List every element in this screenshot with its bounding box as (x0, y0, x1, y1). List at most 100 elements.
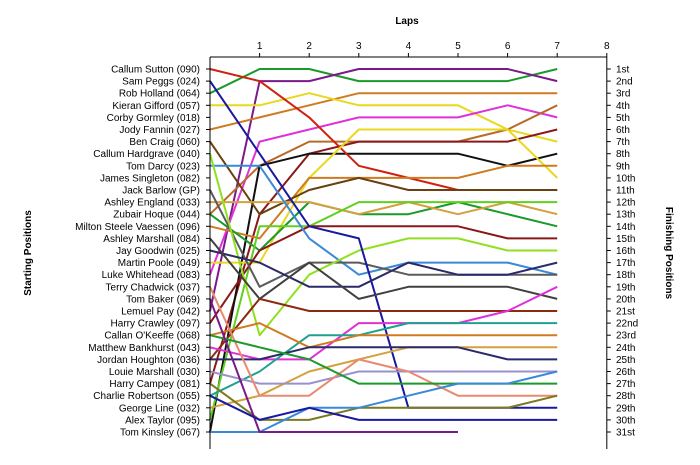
finishing-position-label: 16th (616, 246, 635, 257)
series-line-25 (209, 322, 558, 397)
series-line-5 (209, 104, 558, 276)
x-tick-label-3: 3 (356, 41, 362, 52)
finishing-positions-title: Finishing Positions (663, 207, 674, 300)
series-line-2 (209, 68, 558, 312)
finishing-position-label: 3rd (616, 89, 630, 100)
series-line-15 (209, 201, 558, 421)
series-line-23 (209, 297, 558, 361)
x-tick-label-2: 2 (306, 41, 312, 52)
starting-position-label: Milton Steele Vaessen (096) (75, 222, 200, 233)
series-line-33 (210, 370, 558, 433)
starting-position-label: Matthew Bankhurst (043) (88, 343, 200, 354)
finishing-position-label: 15th (616, 234, 635, 245)
starting-position-label: James Singleton (082) (100, 173, 200, 184)
series-layer (209, 68, 558, 433)
starting-position-label: Tom Darcy (023) (126, 161, 200, 172)
starting-position-label: Callum Sutton (090) (111, 65, 200, 76)
series-line-12 (209, 141, 558, 216)
finishing-position-label: 11th (616, 186, 635, 197)
axes-layer: 1 2 3 4 5 6 7 8 (206, 41, 611, 449)
finishing-position-label: 24th (616, 343, 635, 354)
finishing-position-label: 29th (616, 403, 635, 414)
starting-position-label: Tom Kinsley (067) (120, 428, 200, 439)
starting-position-label: Harry Campey (081) (109, 379, 200, 390)
finishing-position-label: 21st (616, 307, 635, 318)
finishing-position-label: 25th (616, 355, 635, 366)
finishing-position-label: 18th (616, 270, 635, 281)
series-line-26 (209, 322, 558, 349)
finishing-position-label: 19th (616, 282, 635, 293)
x-tick-label-1: 1 (257, 41, 263, 52)
finishing-position-label: 4th (616, 101, 630, 112)
x-tick-label-8: 8 (604, 41, 610, 52)
series-line-11 (209, 164, 558, 240)
starting-position-label: Sam Peggs (024) (122, 77, 200, 88)
x-tick-label-4: 4 (406, 41, 412, 52)
finishing-position-label: 27th (616, 379, 635, 390)
starting-positions-title: Starting Positions (23, 210, 34, 296)
x-tick-label-5: 5 (455, 41, 461, 52)
finishing-position-label: 20th (616, 294, 635, 305)
starting-position-label: Zubair Hoque (044) (113, 210, 200, 221)
starting-position-label: Corby Gormley (018) (107, 113, 200, 124)
starting-position-label: Jordan Houghton (036) (97, 355, 200, 366)
series-line-1 (209, 68, 558, 95)
starting-position-label: Luke Whitehead (083) (102, 270, 200, 281)
finishing-position-label: 30th (616, 415, 635, 426)
finishing-position-label: 23rd (616, 331, 636, 342)
starting-position-label: Callan O'Keeffe (068) (104, 331, 200, 342)
starting-position-label: Tom Baker (069) (126, 294, 200, 305)
finishing-position-label: 22nd (616, 319, 638, 330)
starting-position-label: Alex Taylor (095) (125, 415, 200, 426)
finishing-position-label: 12th (616, 198, 635, 209)
series-line-3 (209, 92, 558, 131)
starting-position-label: Ashley England (033) (104, 198, 200, 209)
series-line-16 (209, 225, 558, 324)
starting-position-label: Callum Hardgrave (040) (93, 149, 200, 160)
series-line-21 (209, 249, 558, 288)
series-line-7 (209, 128, 558, 384)
labels-layer: Callum Sutton (090)Sam Peggs (024)Rob Ho… (75, 65, 638, 439)
finishing-position-label: 13th (616, 210, 635, 221)
finishing-position-label: 28th (616, 391, 635, 402)
series-line-8 (209, 152, 558, 433)
finishing-position-label: 2nd (616, 77, 633, 88)
series-line-27 (209, 346, 558, 409)
starting-position-label: George Line (032) (119, 403, 200, 414)
starting-position-label: Kieran Gifford (057) (112, 101, 200, 112)
series-line-10 (210, 128, 558, 264)
series-line-13 (209, 201, 558, 252)
starting-position-label: Jody Fannin (027) (119, 125, 200, 136)
starting-position-label: Louie Marshall (030) (109, 367, 200, 378)
series-line-29 (209, 370, 558, 385)
starting-position-label: Harry Crawley (097) (111, 319, 200, 330)
series-line-24 (209, 285, 558, 361)
finishing-position-label: 6th (616, 125, 630, 136)
series-line-30 (209, 286, 558, 397)
starting-position-label: Rob Holland (064) (119, 89, 200, 100)
series-line-19 (209, 153, 558, 337)
series-line-6 (209, 104, 558, 215)
finishing-position-label: 5th (616, 113, 630, 124)
series-line-14 (210, 201, 558, 216)
finishing-position-label: 17th (616, 258, 635, 269)
x-axis-title: Laps (395, 16, 419, 27)
starting-position-label: Jack Barlow (GP) (122, 186, 200, 197)
x-tick-label-6: 6 (505, 41, 511, 52)
series-line-28 (210, 346, 558, 361)
finishing-position-label: 14th (616, 222, 635, 233)
starting-position-label: Charlie Robertson (055) (93, 391, 200, 402)
x-tick-label-7: 7 (554, 41, 560, 52)
finishing-position-label: 31st (616, 428, 635, 439)
finishing-position-label: 7th (616, 137, 630, 148)
finishing-position-label: 10th (616, 173, 635, 184)
starting-position-label: Martin Poole (049) (118, 258, 200, 269)
starting-position-label: Jay Goodwin (025) (116, 246, 200, 257)
series-line-35 (209, 394, 558, 421)
finishing-position-label: 9th (616, 161, 630, 172)
series-line-34 (209, 298, 458, 433)
series-line-22 (209, 237, 558, 300)
finishing-position-label: 26th (616, 367, 635, 378)
starting-position-label: Ben Craig (060) (129, 137, 200, 148)
